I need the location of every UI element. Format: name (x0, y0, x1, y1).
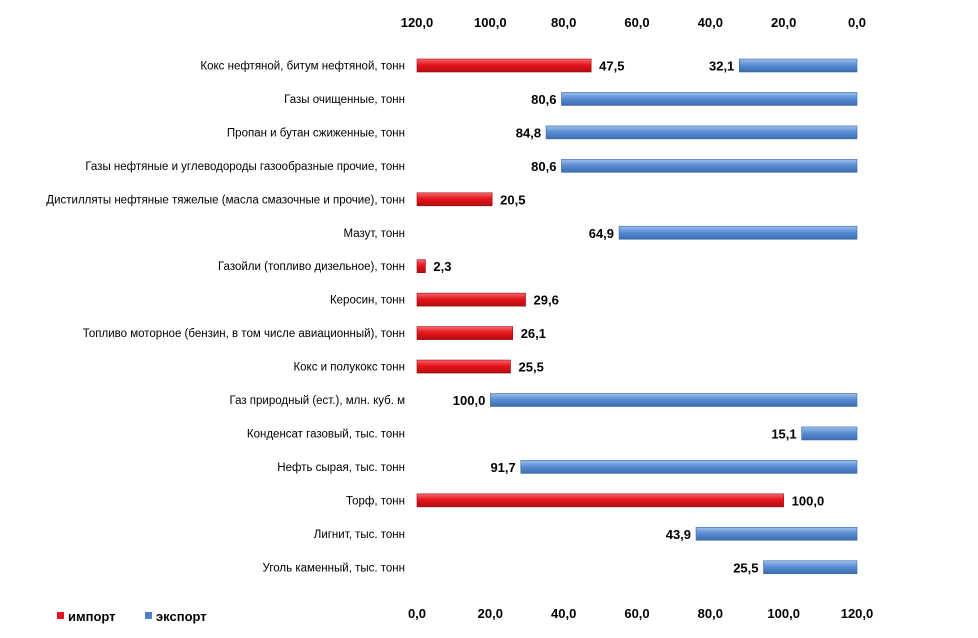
bottom-axis-tick-labels: 0,0 20,0 40,0 60,0 80,0 100,0 120,0 (408, 606, 873, 621)
export-bar (490, 393, 858, 407)
category-label: Газы очищенные, тонн (284, 94, 405, 106)
value-labels: 47,5 20,5 2,3 29,6 26,1 25,5 100,0 32,1 80,6 84,8… (433, 59, 824, 576)
import-bar (416, 192, 493, 207)
import-value-label: 25,5 (519, 360, 544, 375)
top-tick-label: 40,0 (698, 15, 723, 30)
legend-label-import: импорт (68, 609, 116, 624)
bottom-tick-label: 80,0 (698, 606, 723, 621)
export-bar (520, 460, 858, 474)
import-value-label: 26,1 (521, 326, 546, 341)
export-bar (545, 125, 858, 140)
import-value-label: 29,6 (534, 293, 559, 308)
export-value-label: 43,9 (666, 527, 691, 542)
top-axis-tick-labels: 120,0 100,0 80,0 60,0 40,0 20,0 0,0 (401, 15, 866, 30)
export-bar (801, 426, 858, 441)
export-value-label: 91,7 (490, 460, 515, 475)
export-bar (561, 92, 858, 106)
import-value-label: 2,3 (433, 259, 451, 274)
export-value-label: 25,5 (733, 560, 758, 575)
category-label: Торф, тонн (346, 495, 405, 507)
category-label: Дистилляты нефтяные тяжелые (масла смазо… (46, 194, 405, 206)
category-label: Мазут, тонн (344, 228, 406, 240)
legend-label-export: экспорт (156, 609, 207, 624)
top-tick-label: 20,0 (771, 15, 796, 30)
category-labels: Кокс нефтяной, битум нефтяной, тонн Газы … (46, 61, 405, 575)
category-label: Уголь каменный, тыс. тонн (263, 562, 405, 574)
import-value-label: 100,0 (792, 493, 825, 508)
category-label: Пропан и бутан сжиженные, тонн (227, 127, 405, 139)
category-label: Топливо моторное (бензин, в том числе ав… (83, 328, 405, 340)
import-bar (416, 359, 511, 374)
category-label: Газы нефтяные и углеводороды газообразны… (85, 161, 405, 173)
export-bar (561, 159, 858, 173)
bottom-tick-label: 100,0 (767, 606, 800, 621)
top-tick-label: 120,0 (401, 15, 434, 30)
bottom-tick-label: 120,0 (841, 606, 874, 621)
bottom-tick-label: 20,0 (478, 606, 503, 621)
export-bar (695, 526, 858, 541)
import-bar (416, 292, 526, 307)
legend-swatch-import (57, 612, 64, 619)
bottom-tick-label: 40,0 (551, 606, 576, 621)
category-label: Газойли (топливо дизельное), тонн (218, 261, 405, 273)
top-tick-label: 0,0 (848, 15, 866, 30)
export-value-label: 84,8 (516, 125, 541, 140)
category-label: Керосин, тонн (330, 295, 405, 307)
export-value-label: 15,1 (771, 426, 796, 441)
export-value-label: 64,9 (589, 226, 614, 241)
import-bar (416, 493, 784, 508)
export-value-label: 32,1 (709, 59, 734, 74)
import-value-label: 47,5 (599, 59, 624, 74)
bottom-tick-label: 60,0 (624, 606, 649, 621)
import-bar (416, 259, 426, 274)
category-label: Лигнит, тыс. тонн (314, 529, 405, 541)
category-label: Нефть сырая, тыс. тонн (277, 462, 405, 474)
category-label: Конденсат газовый, тыс. тонн (247, 428, 405, 440)
top-tick-label: 60,0 (624, 15, 649, 30)
top-tick-label: 80,0 (551, 15, 576, 30)
bottom-tick-label: 0,0 (408, 606, 426, 621)
export-bar (738, 58, 858, 73)
export-bar (763, 560, 858, 575)
export-value-label: 80,6 (531, 92, 556, 107)
export-value-label: 100,0 (453, 393, 486, 408)
import-bar (416, 58, 592, 73)
legend-swatch-export (145, 612, 152, 619)
legend: импорт экспорт (57, 609, 207, 624)
export-bar (618, 225, 858, 240)
category-label: Газ природный (ест.), млн. куб. м (229, 395, 405, 407)
category-label: Кокс нефтяной, битум нефтяной, тонн (200, 61, 405, 73)
import-value-label: 20,5 (500, 192, 525, 207)
export-value-label: 80,6 (531, 159, 556, 174)
bars (416, 58, 858, 575)
category-label: Кокс и полукокс тонн (293, 362, 405, 374)
top-tick-label: 100,0 (474, 15, 507, 30)
import-bar (416, 326, 513, 340)
